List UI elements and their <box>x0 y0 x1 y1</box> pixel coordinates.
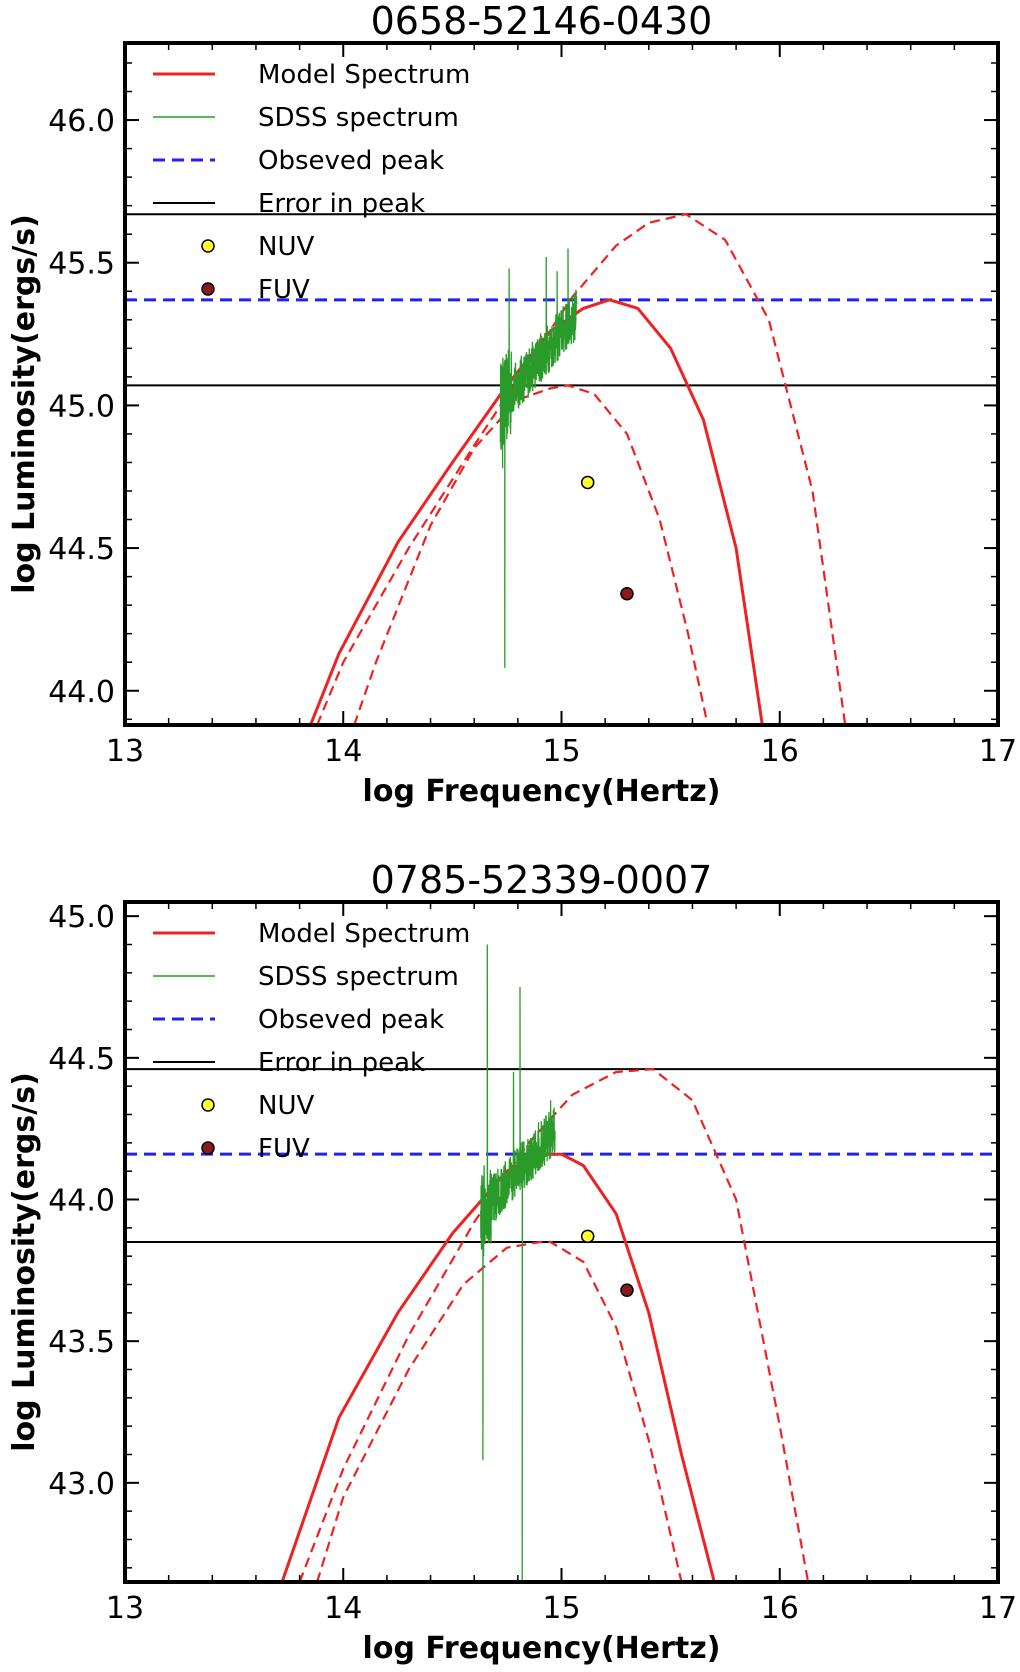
y-tick-label: 45.0 <box>48 389 115 424</box>
chart-panel-1: 13 14 15 16 17 44.0 44.5 45.0 45.5 46.0 0658-52146… <box>7 0 1017 809</box>
legend-label: NUV <box>258 1091 314 1121</box>
fuv-point <box>620 586 634 601</box>
plot-frame <box>123 41 1000 727</box>
legend-label: FUV <box>258 275 310 305</box>
legend-fuv-swatch <box>201 1141 215 1155</box>
nuv-point <box>580 1229 595 1244</box>
legend: Model Spectrum SDSS spectrum Obseved peak E… <box>153 919 470 1164</box>
legend-label: Model Spectrum <box>258 60 470 90</box>
legend-label: Obseved peak <box>258 146 444 176</box>
fuv-point <box>620 1283 634 1297</box>
legend: Model Spectrum SDSS spectrum Obseved peak E… <box>153 60 470 305</box>
legend-label: FUV <box>258 1134 310 1164</box>
upper-model-line <box>316 213 847 725</box>
legend-label: Error in peak <box>258 189 425 219</box>
chart-title: 0658-52146-0430 <box>371 0 713 43</box>
chart-panel-2: 13 14 15 16 17 43.0 43.5 44.0 44.5 45.0 0785-52339… <box>7 858 1017 1666</box>
plot-frame <box>123 900 1000 1584</box>
upper-model-line <box>298 1068 810 1582</box>
x-tick-label: 15 <box>542 734 580 769</box>
plot-area <box>125 213 998 725</box>
legend-nuv-swatch <box>201 239 215 253</box>
plot-area <box>125 944 998 1582</box>
y-axis-label: log Luminosity(ergs/s) <box>7 1072 42 1452</box>
legend-label: SDSS spectrum <box>258 962 459 992</box>
y-tick-label: 44.5 <box>48 1042 115 1077</box>
y-tick-label: 44.0 <box>48 1184 115 1219</box>
x-tick-label: 15 <box>542 1591 580 1626</box>
y-tick-label: 46.0 <box>48 104 115 139</box>
legend-nuv-swatch <box>201 1098 215 1112</box>
x-tick-label: 16 <box>761 734 799 769</box>
legend-label: Error in peak <box>258 1048 425 1078</box>
legend-label: NUV <box>258 232 314 262</box>
chart-title: 0785-52339-0007 <box>371 858 713 902</box>
legend-fuv-swatch <box>201 282 215 296</box>
y-tick-label: 45.5 <box>48 247 115 282</box>
x-tick-label: 14 <box>324 1591 362 1626</box>
x-tick-label: 13 <box>106 734 144 769</box>
sdss-spectrum-line <box>480 944 556 1582</box>
y-tick-label: 45.0 <box>48 900 115 935</box>
x-tick-label: 17 <box>979 734 1017 769</box>
x-tick-label: 13 <box>106 1591 144 1626</box>
x-tick-label: 14 <box>324 734 362 769</box>
y-axis-label: log Luminosity(ergs/s) <box>7 214 42 594</box>
y-tick-label: 44.5 <box>48 532 115 567</box>
x-tick-label: 17 <box>979 1591 1017 1626</box>
model-spectrum-line <box>309 298 764 725</box>
nuv-point <box>580 475 595 490</box>
x-tick-label: 16 <box>761 1591 799 1626</box>
lower-model-line <box>316 1240 683 1582</box>
x-axis-label: log Frequency(Hertz) <box>363 1631 721 1666</box>
legend-label: SDSS spectrum <box>258 103 459 133</box>
lower-model-line <box>353 384 709 725</box>
y-tick-label: 44.0 <box>48 675 115 710</box>
y-tick-label: 43.5 <box>48 1325 115 1360</box>
legend-label: Model Spectrum <box>258 919 470 949</box>
model-spectrum-line <box>280 1152 716 1582</box>
sdss-spectrum-line <box>499 248 578 668</box>
y-tick-label: 43.0 <box>48 1467 115 1502</box>
legend-label: Obseved peak <box>258 1005 444 1035</box>
x-axis-label: log Frequency(Hertz) <box>363 774 721 809</box>
